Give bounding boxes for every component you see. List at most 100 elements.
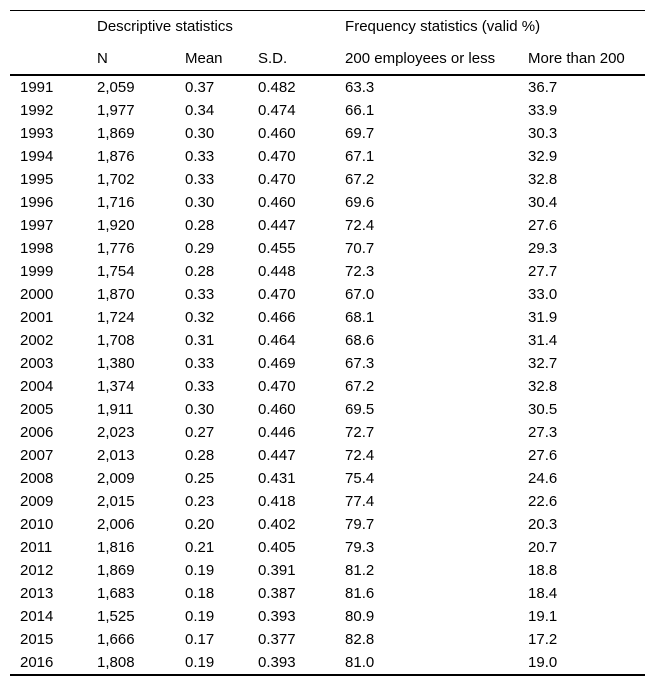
sd-cell: 0.431 — [258, 470, 296, 487]
pct-200-or-less-cell: 67.2 — [345, 171, 375, 188]
n-cell: 1,869 — [97, 125, 135, 142]
mean-cell: 0.19 — [185, 608, 215, 625]
pct-more-than-200-cell: 27.7 — [528, 263, 558, 280]
pct-more-than-200-cell: 17.2 — [528, 631, 558, 648]
n-cell: 1,870 — [97, 286, 135, 303]
mean-cell: 0.30 — [185, 401, 215, 418]
sd-cell: 0.387 — [258, 585, 296, 602]
n-cell: 1,816 — [97, 539, 135, 556]
table-row: 2007 2,013 0.28 0.447 72.4 27.6 — [10, 444, 645, 467]
table-row: 2004 1,374 0.33 0.470 67.2 32.8 — [10, 375, 645, 398]
mean-cell: 0.27 — [185, 424, 215, 441]
year-cell: 1992 — [20, 102, 54, 119]
year-cell: 1997 — [20, 217, 54, 234]
table-row: 2013 1,683 0.18 0.387 81.6 18.4 — [10, 582, 645, 605]
year-cell: 2012 — [20, 562, 54, 579]
n-cell: 1,920 — [97, 217, 135, 234]
table-row: 2015 1,666 0.17 0.377 82.8 17.2 — [10, 628, 645, 651]
table-row: 2016 1,808 0.19 0.393 81.0 19.0 — [10, 651, 645, 675]
column-header-row: N Mean S.D. 200 employees or less More t… — [10, 42, 646, 76]
year-cell: 2001 — [20, 309, 54, 326]
pct-200-or-less-cell: 79.7 — [345, 516, 375, 533]
n-cell: 1,380 — [97, 355, 135, 372]
year-cell: 2007 — [20, 447, 54, 464]
sd-cell: 0.470 — [258, 378, 296, 395]
n-cell: 1,977 — [97, 102, 135, 119]
pct-200-or-less-cell: 69.6 — [345, 194, 375, 211]
pct-200-or-less-cell: 77.4 — [345, 493, 375, 510]
pct-more-than-200-cell: 27.3 — [528, 424, 558, 441]
pct-more-than-200-cell: 30.5 — [528, 401, 558, 418]
n-cell: 2,015 — [97, 493, 135, 510]
sd-cell: 0.470 — [258, 148, 296, 165]
year-cell: 2014 — [20, 608, 54, 625]
n-cell: 1,724 — [97, 309, 135, 326]
table-row: 2003 1,380 0.33 0.469 67.3 32.7 — [10, 352, 645, 375]
pct-200-or-less-cell: 79.3 — [345, 539, 375, 556]
group-header-row: Descriptive statistics Frequency statist… — [10, 11, 645, 43]
table-row: 1994 1,876 0.33 0.470 67.1 32.9 — [10, 145, 645, 168]
pct-more-than-200-cell: 30.4 — [528, 194, 558, 211]
pct-200-or-less-cell: 72.7 — [345, 424, 375, 441]
n-cell: 1,776 — [97, 240, 135, 257]
pct-200-or-less-cell: 72.4 — [345, 217, 375, 234]
pct-more-than-200-cell: 19.1 — [528, 608, 558, 625]
table-row: 2010 2,006 0.20 0.402 79.7 20.3 — [10, 513, 645, 536]
mean-cell: 0.34 — [185, 102, 215, 119]
pct-200-or-less-cell: 67.2 — [345, 378, 375, 395]
mean-cell: 0.33 — [185, 378, 215, 395]
pct-more-than-200-cell: 20.7 — [528, 539, 558, 556]
n-cell: 1,683 — [97, 585, 135, 602]
sd-cell: 0.482 — [258, 79, 296, 96]
year-cell: 2011 — [20, 539, 53, 556]
year-cell: 2016 — [20, 654, 54, 671]
sd-cell: 0.464 — [258, 332, 296, 349]
sd-cell: 0.470 — [258, 171, 296, 188]
mean-cell: 0.19 — [185, 654, 215, 671]
column-header-year — [10, 42, 97, 76]
year-cell: 1994 — [20, 148, 54, 165]
table-row: 1998 1,776 0.29 0.455 70.7 29.3 — [10, 237, 645, 260]
table-header: Descriptive statistics Frequency statist… — [10, 11, 646, 76]
sd-cell: 0.474 — [258, 102, 296, 119]
n-cell: 1,525 — [97, 608, 135, 625]
year-cell: 2010 — [20, 516, 54, 533]
year-cell: 1991 — [20, 79, 54, 96]
year-cell: 2003 — [20, 355, 54, 372]
sd-cell: 0.446 — [258, 424, 296, 441]
column-header-mean: Mean — [185, 42, 258, 76]
year-cell: 2015 — [20, 631, 54, 648]
sd-cell: 0.447 — [258, 447, 296, 464]
year-column-spacer — [10, 11, 97, 43]
year-cell: 1999 — [20, 263, 54, 280]
pct-200-or-less-cell: 68.1 — [345, 309, 375, 326]
pct-200-or-less-cell: 67.0 — [345, 286, 375, 303]
sd-cell: 0.402 — [258, 516, 296, 533]
pct-more-than-200-cell: 24.6 — [528, 470, 558, 487]
year-cell: 2004 — [20, 378, 54, 395]
n-cell: 2,013 — [97, 447, 135, 464]
n-cell: 1,911 — [97, 401, 134, 418]
column-header-n: N — [97, 42, 185, 76]
mean-cell: 0.17 — [185, 631, 215, 648]
sd-cell: 0.460 — [258, 401, 296, 418]
year-cell: 2000 — [20, 286, 54, 303]
pct-200-or-less-cell: 70.7 — [345, 240, 375, 257]
pct-more-than-200-cell: 36.7 — [528, 79, 558, 96]
pct-200-or-less-cell: 72.3 — [345, 263, 375, 280]
mean-cell: 0.25 — [185, 470, 215, 487]
mean-cell: 0.37 — [185, 79, 215, 96]
n-cell: 1,666 — [97, 631, 135, 648]
table-row: 2009 2,015 0.23 0.418 77.4 22.6 — [10, 490, 645, 513]
pct-200-or-less-cell: 81.2 — [345, 562, 375, 579]
year-cell: 2013 — [20, 585, 54, 602]
pct-200-or-less-cell: 82.8 — [345, 631, 375, 648]
pct-more-than-200-cell: 18.4 — [528, 585, 558, 602]
sd-cell: 0.455 — [258, 240, 296, 257]
year-cell: 2008 — [20, 470, 54, 487]
pct-more-than-200-cell: 32.7 — [528, 355, 558, 372]
table-row: 2000 1,870 0.33 0.470 67.0 33.0 — [10, 283, 645, 306]
table-row: 2012 1,869 0.19 0.391 81.2 18.8 — [10, 559, 645, 582]
pct-more-than-200-cell: 22.6 — [528, 493, 558, 510]
